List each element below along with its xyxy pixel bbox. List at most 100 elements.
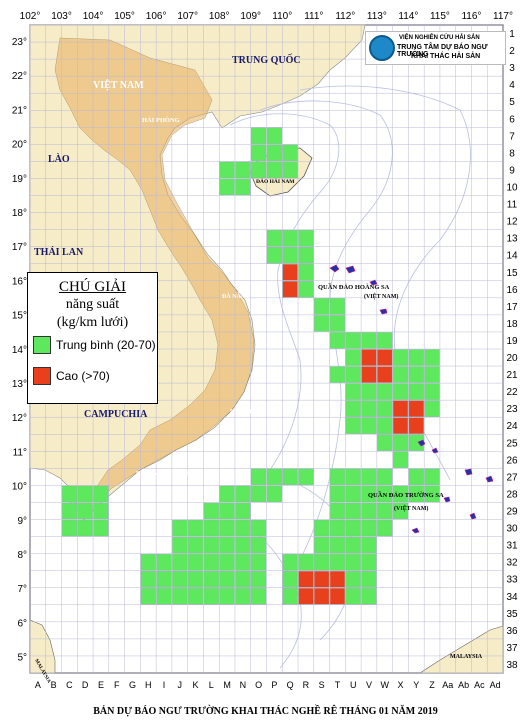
medium-yield-cell <box>172 570 188 588</box>
medium-yield-cell <box>329 485 346 503</box>
medium-yield-cell <box>77 502 93 520</box>
latitude-label: 12° <box>12 413 27 424</box>
high-yield-cell <box>329 588 346 605</box>
column-label: X <box>398 680 404 690</box>
row-label: 36 <box>506 626 518 637</box>
medium-yield-cell <box>282 229 298 247</box>
medium-yield-cell <box>235 536 251 554</box>
medium-yield-cell <box>93 519 109 537</box>
column-label: Q <box>287 680 294 690</box>
paracel-island <box>345 265 356 274</box>
high-yield-cell <box>408 400 424 417</box>
medium-yield-cell <box>314 315 330 332</box>
institute-emblem-icon <box>369 35 395 61</box>
longitude-label: 111° <box>304 11 323 22</box>
spratly-island <box>417 439 426 447</box>
medium-yield-cell <box>377 400 393 417</box>
latitude-label: 10° <box>12 482 27 493</box>
high-yield-cell <box>361 349 377 366</box>
medium-yield-cell <box>93 502 109 520</box>
legend-swatch-high <box>33 367 51 385</box>
medium-yield-cell <box>329 553 346 571</box>
column-label: H <box>145 680 152 690</box>
label-ba-ria: BÀ RỊA-VŨNG TÀU <box>136 469 191 477</box>
medium-yield-cell <box>329 315 346 332</box>
column-label: N <box>240 680 247 690</box>
legend-label-medium: Trung bình (20-70) <box>56 338 156 352</box>
medium-yield-cell <box>377 417 393 434</box>
medium-yield-cell <box>345 588 361 605</box>
medium-yield-cell <box>408 468 424 486</box>
medium-yield-cell <box>424 349 440 366</box>
row-label: 10 <box>506 183 518 194</box>
medium-yield-cell <box>345 400 361 417</box>
medium-yield-cell <box>345 468 361 486</box>
medium-yield-cell <box>235 588 251 605</box>
longitude-label: 114° <box>398 11 418 22</box>
medium-yield-cell <box>156 588 172 605</box>
medium-yield-cell <box>251 570 267 588</box>
medium-yield-cell <box>329 468 346 486</box>
medium-yield-cell <box>251 161 267 179</box>
latitude-labels-left: 23° 22° 21° 20° 19° 18° 17° 16° 15° 14° 13° 12° 11° 1… <box>12 37 27 664</box>
medium-yield-cell <box>361 383 377 400</box>
column-label: U <box>350 680 357 690</box>
row-label: 17 <box>506 302 518 313</box>
high-yield-cell <box>298 570 314 588</box>
column-label: B <box>51 680 57 690</box>
high-yield-cell <box>361 366 377 383</box>
high-yield-cell <box>329 570 346 588</box>
medium-yield-cell <box>345 502 361 520</box>
latitude-label: 17° <box>12 242 27 253</box>
medium-yield-cell <box>392 366 409 383</box>
medium-yield-cell <box>219 553 235 571</box>
column-label: P <box>271 680 277 690</box>
column-label: S <box>319 680 325 690</box>
medium-yield-cell <box>187 519 204 537</box>
medium-yield-cell <box>235 502 251 520</box>
medium-yield-cell <box>251 536 267 554</box>
column-label: M <box>223 680 231 690</box>
column-label: Aa <box>442 680 453 690</box>
medium-yield-cell <box>219 570 235 588</box>
island-shapes <box>329 264 494 534</box>
medium-yield-cell <box>345 553 361 571</box>
medium-yield-cell <box>203 536 219 554</box>
column-label: T <box>335 680 341 690</box>
medium-yield-cell <box>377 383 393 400</box>
latitude-label: 7° <box>17 584 27 595</box>
medium-yield-cell <box>203 570 219 588</box>
row-label: 1 <box>509 29 515 40</box>
medium-yield-cell <box>408 485 424 503</box>
medium-yield-cell <box>361 332 377 349</box>
medium-yield-cell <box>361 588 377 605</box>
medium-yield-cell <box>251 127 267 145</box>
label-hoang-sa-vn: (VIỆT NAM) <box>364 292 398 300</box>
paracel-island <box>379 308 388 315</box>
medium-yield-cell <box>424 366 440 383</box>
column-label: Y <box>413 680 419 690</box>
medium-yield-cell <box>203 553 219 571</box>
medium-yield-cell <box>251 519 267 537</box>
latitude-label: 11° <box>13 447 27 458</box>
medium-yield-cell <box>361 417 377 434</box>
legend-label-high: Cao (>70) <box>56 369 110 383</box>
medium-yield-cell <box>329 536 346 554</box>
high-yield-cell <box>377 349 393 366</box>
medium-yield-cell <box>156 553 172 571</box>
medium-yield-cell <box>77 519 93 537</box>
medium-yield-cell <box>361 400 377 417</box>
row-label: 22 <box>506 387 518 398</box>
latitude-label: 13° <box>12 379 27 390</box>
medium-yield-cell <box>266 468 282 486</box>
medium-yield-cell <box>392 502 409 520</box>
longitude-label: 110° <box>272 11 292 22</box>
longitude-label: 107° <box>177 11 198 22</box>
medium-yield-cell <box>219 485 235 503</box>
medium-yield-cell <box>266 229 282 247</box>
row-label: 5 <box>509 97 515 108</box>
medium-yield-cell <box>377 502 393 520</box>
medium-yield-cell <box>235 161 251 179</box>
row-label: 6 <box>509 114 515 125</box>
